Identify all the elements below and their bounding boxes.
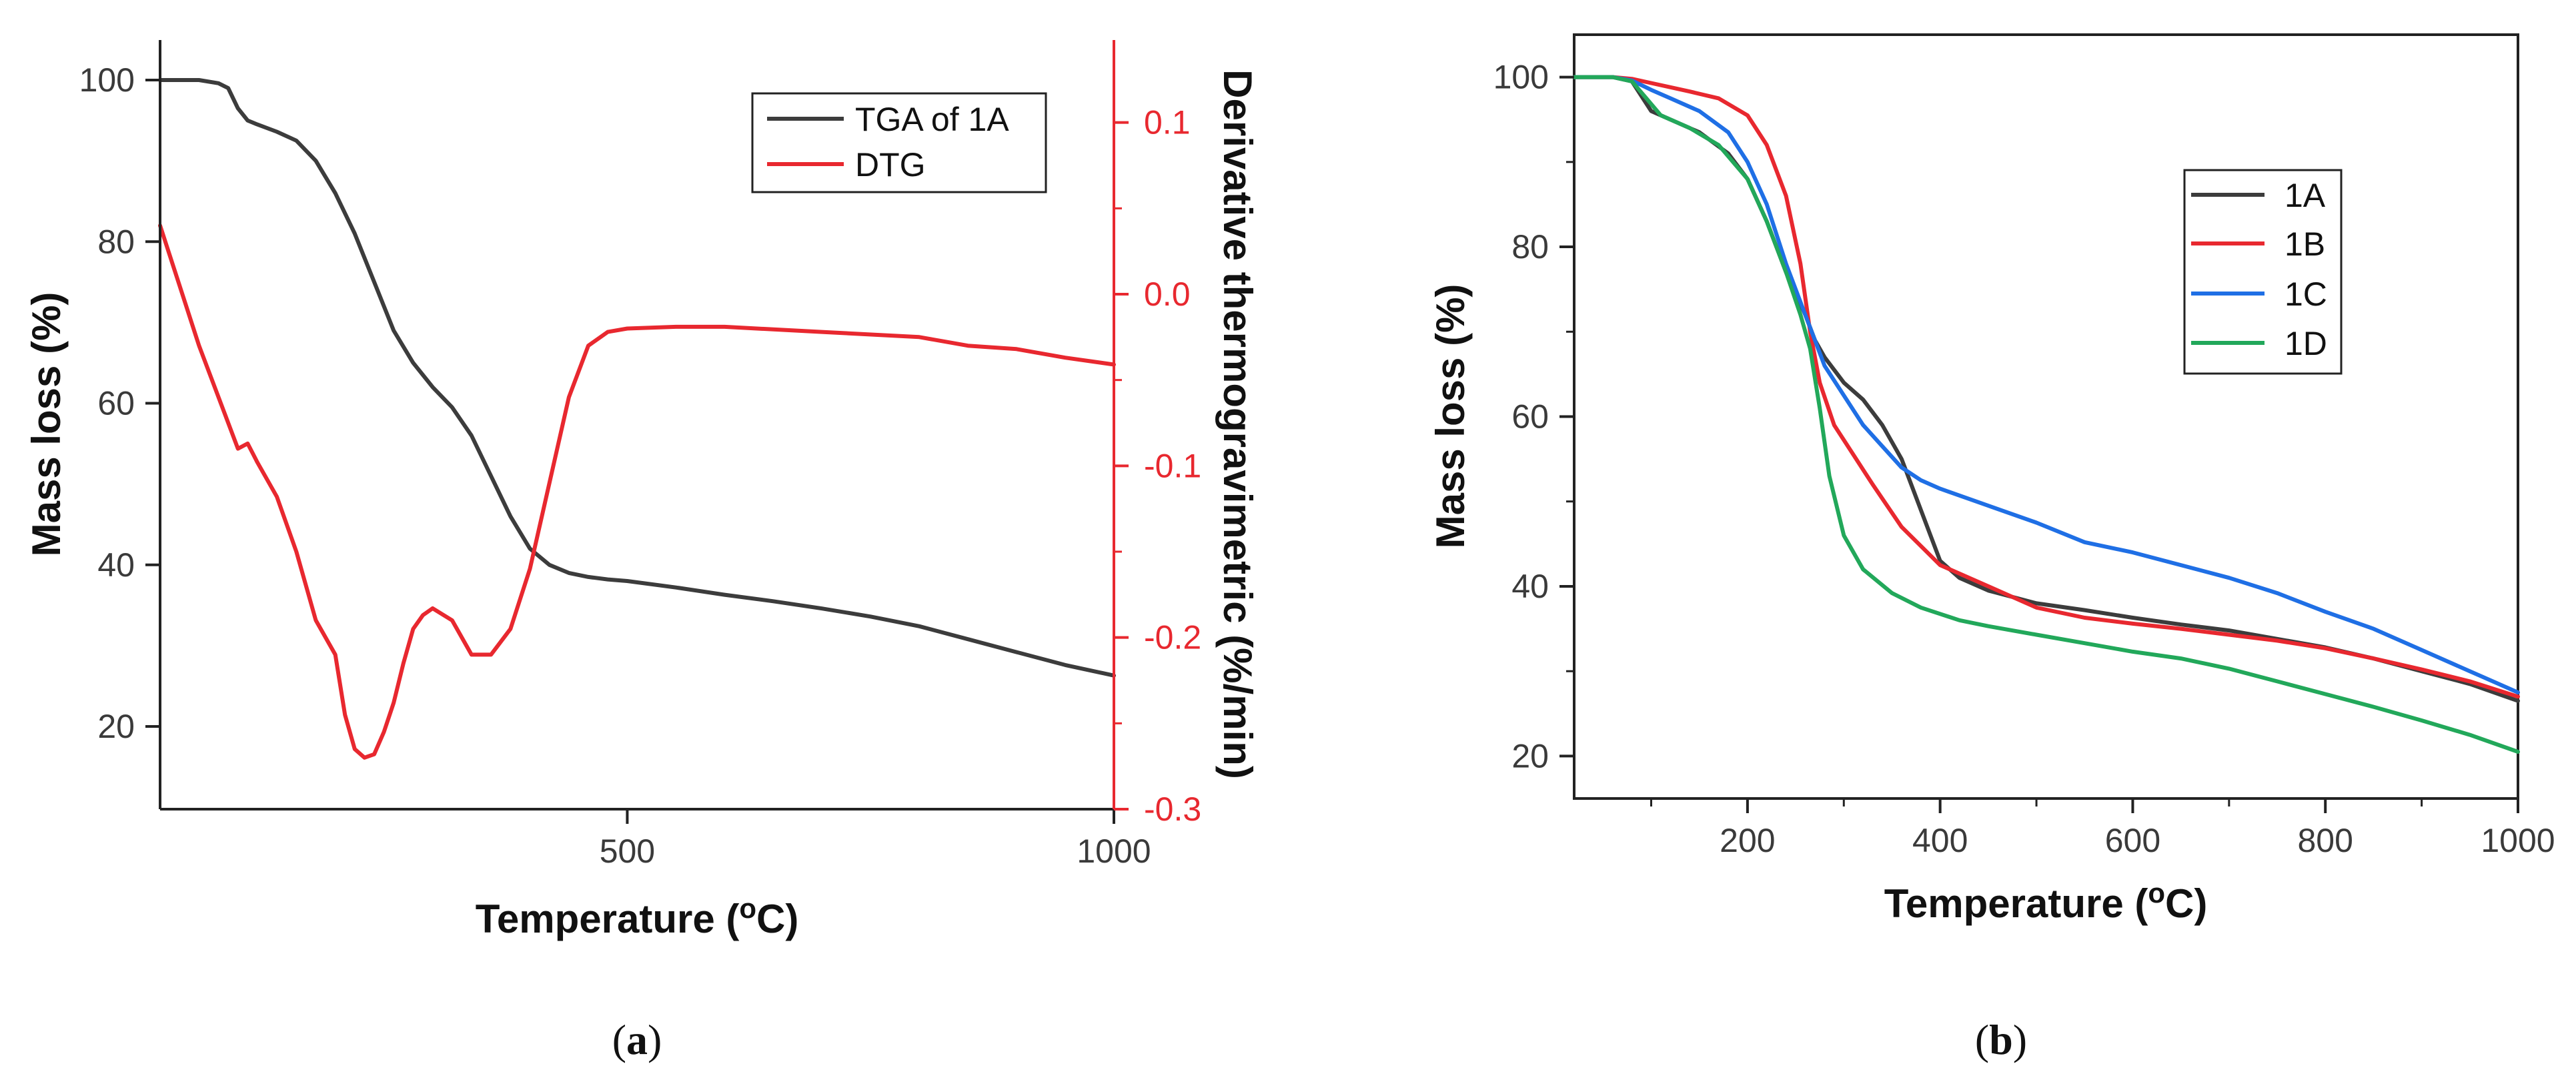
b-series-line-1d [1572, 75, 2520, 754]
a-dtg-layer [158, 223, 1116, 760]
a-y-tick-label: 80 [97, 223, 135, 260]
panel-label-b: (b) [1975, 1016, 2027, 1063]
b-y-tick-label: 20 [1511, 737, 1549, 774]
a-ticks: 20 40 60 80 100 500 1000 -0.3 -0.2 -0.1 0.0 0.1 [79, 61, 1202, 870]
a-series-line-dtg [158, 223, 1116, 760]
panel-b: 20 40 60 80 100 200 400 600 800 1000 Temperature … [1428, 33, 2555, 1063]
a-x-tick-label: 1000 [1077, 833, 1151, 870]
a-y-tick-label: 40 [97, 546, 135, 584]
a-y2-axis-label: Derivative thermogravimetric (%/min) [1215, 69, 1260, 779]
b-legend-label-1d: 1D [2285, 325, 2327, 362]
b-legend-box [2183, 169, 2343, 375]
b-x-tick-label: 200 [1720, 822, 1775, 859]
a-y2-tick-label: -0.3 [1144, 790, 1201, 828]
a-x-tick-label: 500 [600, 833, 655, 870]
b-x-tick-label: 400 [1912, 822, 1968, 859]
b-x-tick-label: 600 [2105, 822, 2160, 859]
b-legend-label-1b: 1B [2285, 225, 2325, 263]
a-y-tick-label: 20 [97, 708, 135, 745]
a-y-tick-label: 60 [97, 385, 135, 422]
b-x-axis-label: Temperature (oC) [1884, 877, 2208, 926]
b-series-line-1b [1572, 75, 2520, 699]
panel-label-a: (a) [612, 1016, 662, 1063]
b-y-axis-label: Mass loss (%) [1428, 284, 1473, 549]
a-y-axis-label: Mass loss (%) [24, 292, 69, 557]
a-y2-tick-label: -0.2 [1144, 619, 1201, 656]
b-y-tick-label: 100 [1493, 59, 1549, 96]
a-x-axis-label: Temperature (oC) [476, 893, 799, 941]
b-series-line-1c [1572, 75, 2520, 694]
panel-a: 20 40 60 80 100 500 1000 -0.3 -0.2 -0.1 0.0 0.1 Tem… [24, 40, 1260, 1063]
a-series-line-tga-of-1a [158, 78, 1116, 678]
a-legend-box [751, 92, 1047, 193]
b-y-tick-label: 40 [1511, 568, 1549, 605]
a-legend-label-tga: TGA of 1A [855, 101, 1009, 138]
b-y-tick-label: 80 [1511, 228, 1549, 265]
b-ticks: 20 40 60 80 100 200 400 600 800 1000 [1493, 59, 2555, 859]
b-legend: 1A 1B 1C 1D [2183, 169, 2343, 375]
b-plot-frame [1573, 33, 2519, 800]
b-x-tick-label: 800 [2298, 822, 2353, 859]
b-series-line-1a [1572, 75, 2520, 703]
a-legend: TGA of 1A DTG [751, 92, 1047, 193]
a-y-tick-label: 100 [79, 61, 135, 99]
b-legend-label-1a: 1A [2285, 177, 2326, 214]
a-legend-label-dtg: DTG [855, 146, 926, 183]
a-y2-tick-label: -0.1 [1144, 447, 1201, 484]
a-y2-tick-label: 0.0 [1144, 276, 1191, 313]
a-tga-layer [158, 78, 1116, 678]
a-y2-tick-label: 0.1 [1144, 104, 1191, 141]
b-y-tick-label: 60 [1511, 398, 1549, 436]
b-legend-label-1c: 1C [2285, 276, 2327, 313]
b-x-tick-label: 1000 [2481, 822, 2555, 859]
b-lines-layer [1572, 75, 2520, 754]
